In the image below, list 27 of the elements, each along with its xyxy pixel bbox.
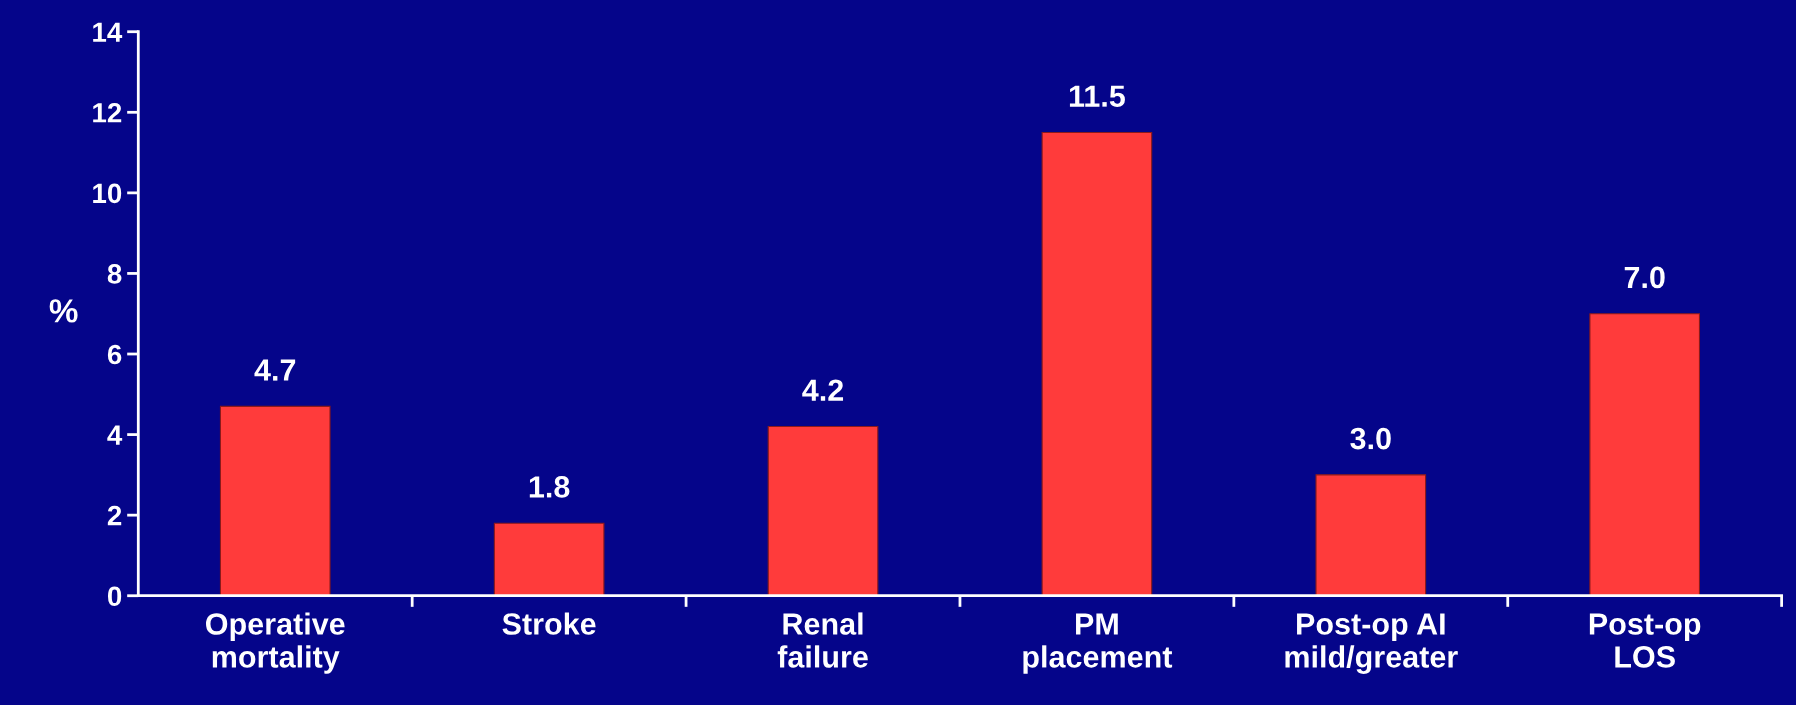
y-tick-label: 6 [107, 344, 122, 365]
bar [1315, 474, 1427, 596]
data-label: 4.2 [802, 379, 844, 401]
x-tick-label: Renal failure [777, 612, 868, 668]
y-axis-title: % [49, 299, 78, 323]
y-tick-label: 14 [93, 22, 123, 42]
data-label: 11.5 [1069, 85, 1125, 107]
bar [1041, 131, 1153, 596]
data-label: 7.0 [1624, 266, 1665, 289]
x-tick-label: Post-op LOS [1589, 613, 1701, 668]
x-tick-label: Operative mortality [206, 612, 345, 674]
bar [493, 522, 605, 596]
y-tick-label: 2 [107, 505, 122, 526]
y-tick-label: 8 [107, 264, 122, 284]
bar [219, 405, 331, 596]
bar [767, 425, 879, 596]
data-label: 4.7 [254, 359, 296, 381]
y-tick-label: 0 [107, 586, 122, 607]
x-tick-label: Stroke [502, 612, 596, 635]
y-tick-label: 4 [107, 425, 123, 445]
y-tick-label: 10 [93, 183, 122, 204]
x-tick-label: Post-op AI mild/greater [1285, 613, 1458, 674]
data-label: 1.8 [529, 476, 570, 498]
data-label: 3.0 [1350, 427, 1391, 450]
bar [1589, 313, 1701, 596]
y-tick-label: 12 [93, 102, 122, 123]
x-tick-label: PM placement [1023, 613, 1173, 674]
